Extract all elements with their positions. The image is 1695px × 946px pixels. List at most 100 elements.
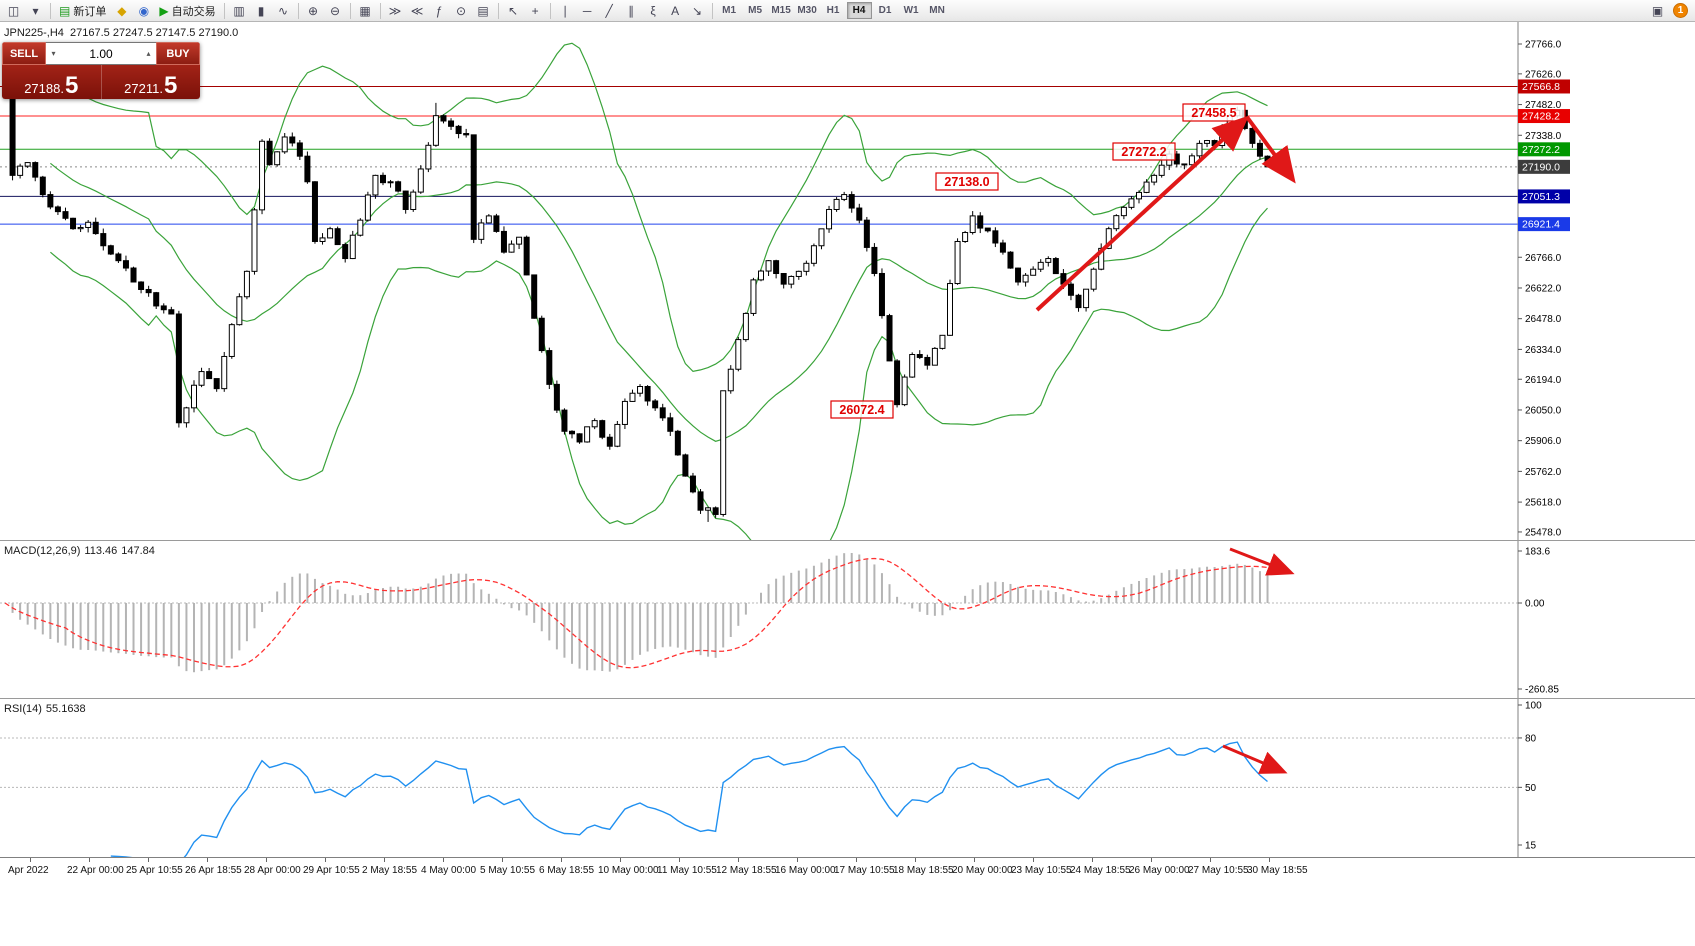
time-axis-label: 28 Apr 00:00 bbox=[244, 865, 301, 876]
crosshair-tool[interactable]: + bbox=[525, 1, 546, 20]
alert-button[interactable]: ▣ bbox=[1647, 1, 1668, 20]
volume-decrease-button[interactable]: ▾ bbox=[51, 49, 56, 58]
notifications-badge[interactable]: 1 bbox=[1673, 3, 1688, 18]
periods-menu[interactable]: ⊙ bbox=[451, 1, 472, 20]
line-chart-mode[interactable]: ∿ bbox=[273, 1, 294, 20]
vertical-line-tool[interactable]: ∣ bbox=[555, 1, 576, 20]
time-axis-tick bbox=[443, 858, 444, 862]
price-badge bbox=[1518, 189, 1570, 204]
sell-button[interactable]: SELL bbox=[2, 42, 46, 65]
toolbar-separator bbox=[223, 2, 225, 19]
bar-chart-mode[interactable]: ▥ bbox=[229, 1, 250, 20]
fibonacci-tool[interactable]: ξ bbox=[643, 1, 664, 20]
main-toolbar: ◫ ▾ ▤ 新订单 ◆ ◉ ▶ 自动交易 ▥ ▮ ∿ ⊕ ⊖ ▦ ≫ ≪ ƒ ⊙ ▤ ↖ + ∣ ─ ╱ ∥ ξ A ↘ M1 M5 M15… bbox=[0, 0, 1695, 22]
timeframe-h1[interactable]: H1 bbox=[821, 2, 846, 19]
time-axis-label: 4 May 00:00 bbox=[421, 865, 477, 876]
time-axis[interactable]: Apr 2022 22 Apr 00:00 25 Apr 10:55 26 Apr 1… bbox=[0, 857, 1695, 885]
rsi-name: RSI(14) bbox=[4, 703, 42, 715]
chart-shift[interactable]: ≪ bbox=[407, 1, 428, 20]
price-badge bbox=[1518, 142, 1570, 157]
price-annotation-box bbox=[1112, 142, 1176, 161]
macd-signal-value: 147.84 bbox=[121, 545, 155, 557]
horizontal-line-tool[interactable]: ─ bbox=[577, 1, 598, 20]
auto-scroll[interactable]: ≫ bbox=[385, 1, 406, 20]
indicators-list[interactable]: ƒ bbox=[429, 1, 450, 20]
rsi-axis-label: 100 bbox=[1525, 701, 1542, 712]
tile-windows[interactable]: ▦ bbox=[355, 1, 376, 20]
bar-chart-mode-icon: ▥ bbox=[233, 3, 245, 18]
auto-trading[interactable]: ▶ 自动交易 bbox=[155, 1, 219, 20]
panel-splitter-1[interactable] bbox=[0, 540, 1695, 541]
price-axis-label: 25906.0 bbox=[1525, 436, 1562, 447]
macd-indicator-label: MACD(12,26,9) 113.46 147.84 bbox=[4, 545, 155, 557]
time-axis-label: 10 May 00:00 bbox=[598, 865, 659, 876]
time-axis-tick bbox=[148, 858, 149, 862]
volume-field[interactable]: ▾ 1.00 ▴ bbox=[46, 42, 156, 65]
arrows-tool[interactable]: ↘ bbox=[687, 1, 708, 20]
time-axis-label: 25 Apr 10:55 bbox=[126, 865, 183, 876]
timeframe-m30[interactable]: M30 bbox=[795, 2, 820, 19]
time-axis-tick bbox=[266, 858, 267, 862]
macd-signal-line bbox=[4, 557, 1268, 669]
candlestick-mode[interactable]: ▮ bbox=[251, 1, 272, 20]
timeframe-m1[interactable]: M1 bbox=[717, 2, 742, 19]
price-badge bbox=[1518, 217, 1570, 232]
new-chart-icon: ◫ bbox=[7, 3, 20, 18]
sell-price-big-digit: 5 bbox=[64, 71, 79, 99]
new-chart[interactable]: ◫ bbox=[3, 1, 24, 20]
price-axis-label: 25762.0 bbox=[1525, 467, 1562, 478]
timeframe-m5[interactable]: M5 bbox=[743, 2, 768, 19]
rsi-axis-label: 50 bbox=[1525, 783, 1537, 794]
time-axis-tick bbox=[325, 858, 326, 862]
zoom-out-icon: ⊖ bbox=[330, 3, 341, 18]
panel-splitter-2[interactable] bbox=[0, 698, 1695, 699]
price-chart-canvas[interactable]: 27458.5 27272.2 27138.0 26072.4 27766.0 27626… bbox=[0, 22, 1695, 540]
new-chart-dropdown[interactable]: ▾ bbox=[25, 1, 46, 20]
buy-button[interactable]: BUY bbox=[156, 42, 200, 65]
price-axis-label: 27338.0 bbox=[1525, 131, 1562, 142]
tile-windows-icon: ▦ bbox=[359, 3, 371, 18]
data-window-icon: ◉ bbox=[138, 3, 150, 18]
macd-axis-label: -260.85 bbox=[1525, 685, 1559, 696]
macd-histogram bbox=[11, 553, 1269, 673]
timeframe-h4[interactable]: H4 bbox=[846, 2, 872, 19]
price-axis-label: 27766.0 bbox=[1525, 40, 1562, 51]
time-axis-label: 26 Apr 18:55 bbox=[185, 865, 242, 876]
sell-price[interactable]: 27188. 5 bbox=[2, 65, 101, 99]
trendline-tool-icon: ╱ bbox=[605, 3, 613, 18]
buy-price[interactable]: 27211. 5 bbox=[100, 65, 201, 99]
zoom-out[interactable]: ⊖ bbox=[325, 1, 346, 20]
cursor-tool[interactable]: ↖ bbox=[503, 1, 524, 20]
channel-tool[interactable]: ∥ bbox=[621, 1, 642, 20]
price-badge-label: 27051.3 bbox=[1522, 191, 1560, 203]
rsi-axis-label: 15 bbox=[1525, 841, 1537, 852]
zoom-in[interactable]: ⊕ bbox=[303, 1, 324, 20]
market-watch[interactable]: ◆ bbox=[111, 1, 132, 20]
price-axis-label: 26334.0 bbox=[1525, 345, 1562, 356]
volume-increase-button[interactable]: ▴ bbox=[146, 49, 151, 58]
price-axis-label: 27482.0 bbox=[1525, 100, 1562, 111]
macd-canvas[interactable]: 183.6 0.00 -260.85 bbox=[0, 541, 1695, 698]
rsi-canvas[interactable]: 100 80 50 15 bbox=[0, 699, 1695, 857]
timeframe-d1[interactable]: D1 bbox=[873, 2, 898, 19]
templates-menu[interactable]: ▤ bbox=[473, 1, 494, 20]
volume-value[interactable]: 1.00 bbox=[89, 46, 113, 61]
trendline-tool[interactable]: ╱ bbox=[599, 1, 620, 20]
time-axis-label: 12 May 18:55 bbox=[716, 865, 777, 876]
time-axis-label: 18 May 18:55 bbox=[893, 865, 954, 876]
price-annotation: 27272.2 bbox=[1121, 145, 1166, 159]
text-tool[interactable]: A bbox=[665, 1, 686, 20]
timeframe-w1[interactable]: W1 bbox=[899, 2, 924, 19]
time-axis-label: 30 May 18:55 bbox=[1247, 865, 1308, 876]
timeframe-m15[interactable]: M15 bbox=[769, 2, 794, 19]
auto-scroll-icon: ≫ bbox=[388, 3, 402, 18]
auto-trading-icon: ▶ bbox=[159, 3, 169, 18]
timeframe-mn[interactable]: MN bbox=[925, 2, 950, 19]
toolbar-separator bbox=[711, 2, 713, 19]
data-window[interactable]: ◉ bbox=[133, 1, 154, 20]
rsi-indicator-label: RSI(14) 55.1638 bbox=[4, 703, 86, 715]
new-order-label: 新订单 bbox=[73, 5, 107, 18]
indicators-list-icon: ƒ bbox=[435, 3, 443, 18]
new-order[interactable]: ▤ 新订单 bbox=[55, 1, 110, 20]
